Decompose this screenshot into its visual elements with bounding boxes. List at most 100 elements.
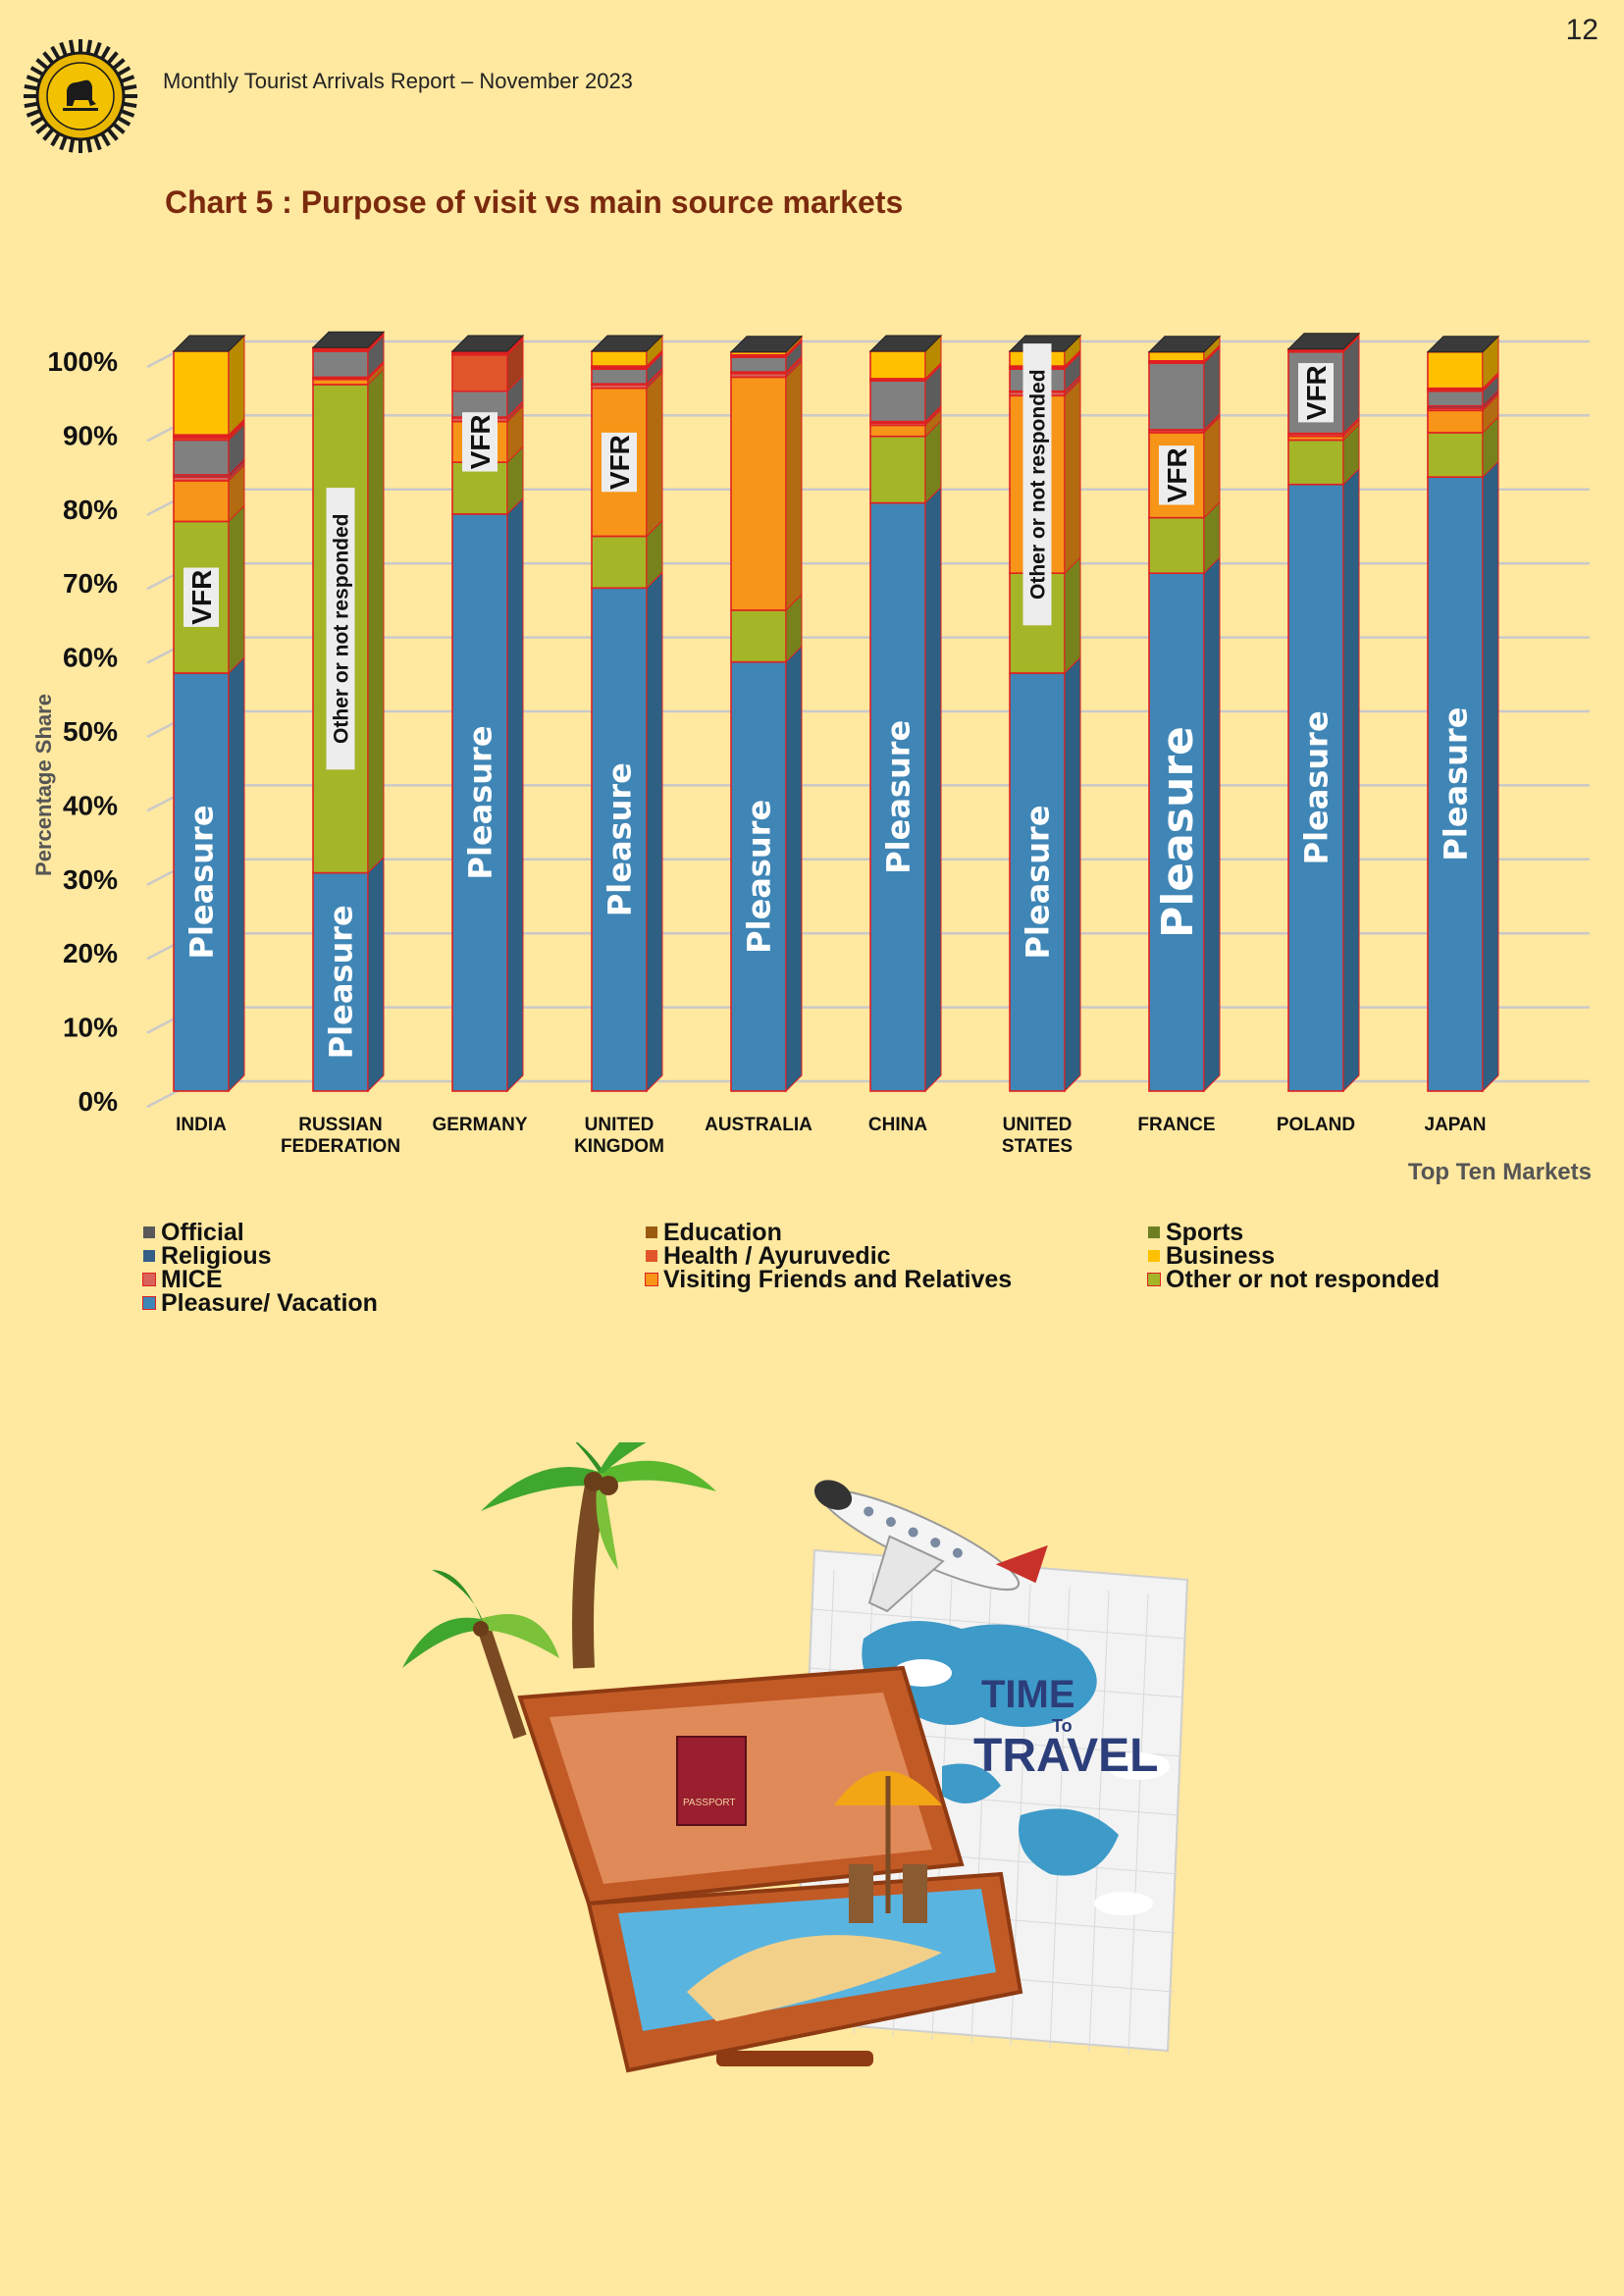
x-tick-label: JAPAN [1425, 1115, 1487, 1135]
bar-segment [1427, 409, 1484, 434]
svg-text:VFR: VFR [1301, 365, 1332, 420]
bar-label: VFR [183, 567, 219, 627]
legend-label: Visiting Friends and Relatives [663, 1266, 1013, 1293]
y-tick-label: 20% [63, 938, 118, 968]
svg-text:Other or not responded: Other or not responded [1027, 369, 1050, 600]
y-tick-label: 80% [63, 495, 118, 525]
y-axis-label: Percentage Share [31, 694, 56, 876]
palm-tree-icon [481, 1442, 716, 1669]
bar-top [1426, 336, 1500, 353]
svg-text:To: To [1052, 1716, 1073, 1736]
bar-segment-side [228, 655, 245, 1093]
legend-label: MICE [161, 1266, 223, 1293]
legend-swatch [645, 1273, 658, 1286]
svg-text:Pleasure: Pleasure [1298, 710, 1336, 864]
bar-segment-side [228, 504, 245, 675]
svg-text:Pleasure: Pleasure [323, 905, 360, 1059]
bar-label: Pleasure [462, 725, 499, 879]
beach-chair-icon [849, 1864, 927, 1923]
bar-segment [1287, 439, 1344, 486]
bar-segment [312, 871, 369, 1092]
bar-segment [1427, 390, 1484, 407]
svg-text:Pleasure: Pleasure [880, 720, 917, 874]
svg-text:VFR: VFR [186, 570, 217, 625]
legend-item: Visiting Friends and Relatives [645, 1266, 1013, 1293]
airplane-icon [813, 1480, 1048, 1613]
svg-text:Pleasure: Pleasure [1020, 805, 1057, 959]
legend-item: MICE [142, 1266, 223, 1293]
bar-segment-side [1482, 459, 1499, 1093]
svg-text:VFR: VFR [604, 435, 635, 490]
bar-segment [869, 350, 926, 380]
bar-segment [173, 350, 230, 437]
bar-label: Other or not responded [326, 488, 355, 770]
bar-segment-side [228, 334, 245, 437]
bar-label: Pleasure [1020, 805, 1057, 959]
bar-segment [1148, 572, 1205, 1092]
legend-item: Sports [1148, 1221, 1243, 1245]
svg-text:VFR: VFR [1162, 447, 1192, 502]
bar-segment [1427, 350, 1484, 390]
bar-segment [173, 672, 230, 1092]
stacked-bar-chart: Pleasure VFR Pleasure Other or not responde… [31, 331, 1592, 1185]
bar-segment [869, 501, 926, 1092]
svg-text:TIME: TIME [981, 1673, 1075, 1716]
bar-top [311, 331, 386, 348]
bar-segment [451, 513, 508, 1092]
bar-stack [1286, 332, 1361, 1093]
bar-segment-side [367, 856, 385, 1093]
bar-stack [590, 334, 664, 1093]
x-tick-label: STATES [1002, 1136, 1073, 1157]
bar-segment [591, 368, 648, 385]
legend-label: Health / Ayuruvedic [663, 1242, 891, 1270]
x-tick-label: GERMANY [432, 1115, 527, 1135]
bar-segment [869, 380, 926, 423]
report-title: Monthly Tourist Arrivals Report – Novemb… [163, 69, 633, 93]
bar-segment-side [1203, 415, 1221, 519]
bar-segment-side [646, 571, 663, 1093]
bar-label: Other or not responded [1022, 343, 1052, 626]
bar-segment [173, 480, 230, 523]
beach-umbrella-icon [834, 1771, 942, 1913]
bar-label: Pleasure [880, 720, 917, 874]
legend-item: Health / Ayuruvedic [646, 1244, 891, 1269]
bar-segment-side [1342, 335, 1360, 435]
bar-segment-side [785, 645, 803, 1093]
bar-segment [1427, 476, 1484, 1092]
x-tick-label: UNITED [1003, 1115, 1073, 1135]
bar-stack [729, 335, 804, 1093]
bar-top [868, 335, 943, 352]
legend-swatch [646, 1250, 657, 1262]
y-tick-label: 90% [63, 420, 118, 450]
bar-segment [869, 424, 926, 438]
bar-segment-side [1064, 555, 1081, 675]
chart-title: Chart 5 : Purpose of visit vs main sourc… [165, 184, 904, 220]
bar-labels: Pleasure VFR Pleasure Other or not responde… [183, 343, 1475, 1059]
bar-top [590, 335, 664, 352]
svg-text:Pleasure: Pleasure [1438, 707, 1475, 861]
legend-item: Pleasure/ Vacation [142, 1289, 378, 1317]
y-tick-label: 100% [47, 346, 118, 377]
svg-text:Pleasure: Pleasure [462, 725, 499, 879]
bar-segment [730, 356, 787, 373]
svg-text:Pleasure: Pleasure [602, 762, 639, 916]
legend-label: Pleasure/ Vacation [161, 1289, 378, 1317]
bar-segment-side [1064, 379, 1081, 575]
axes: 0% 10% 20% 30% 40% 50% 60% 70% 80% 90% 100% Percent… [31, 346, 1592, 1185]
legend-label: Sports [1166, 1219, 1244, 1246]
svg-text:PASSPORT: PASSPORT [683, 1798, 736, 1808]
bar-label: VFR [1159, 445, 1194, 505]
bar-segment [1148, 362, 1205, 431]
legend-swatch [142, 1273, 156, 1286]
svg-text:VFR: VFR [465, 414, 496, 469]
bar-segment [1287, 483, 1344, 1092]
palm-tree-small-icon [402, 1570, 559, 1740]
legend-item: Education [646, 1221, 782, 1245]
bar-stack [1426, 335, 1500, 1093]
bar-top [1286, 333, 1361, 350]
svg-text:Pleasure: Pleasure [183, 805, 221, 959]
bar-stack [172, 334, 246, 1093]
bar-label: Pleasure [1153, 726, 1203, 938]
sri-lanka-tourism-logo [24, 39, 137, 153]
x-tick-label: AUSTRALIA [705, 1115, 812, 1135]
